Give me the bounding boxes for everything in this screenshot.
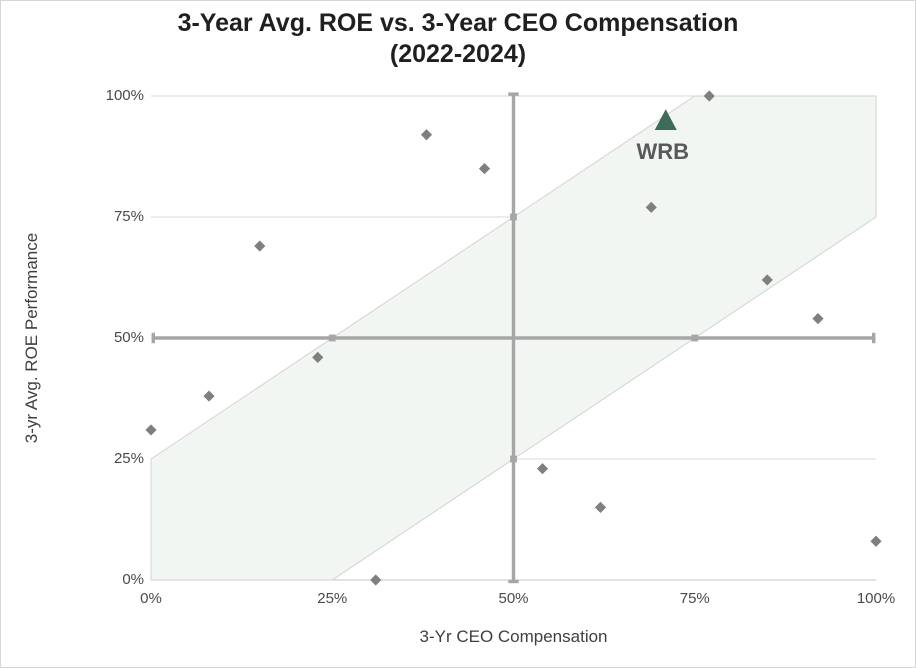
data-point-diamond: [312, 351, 324, 363]
data-point-diamond: [145, 424, 157, 436]
y-tick-label: 0%: [122, 571, 144, 588]
reference-line-cap: [508, 92, 519, 96]
data-point-diamond: [478, 163, 491, 175]
x-tick-label: 50%: [498, 590, 529, 607]
y-tick-label: 75%: [113, 208, 144, 225]
reference-line-tick: [510, 213, 517, 221]
x-tick-label: 75%: [679, 590, 710, 607]
reference-line-tick: [328, 334, 336, 342]
plot-area: WRB: [145, 90, 882, 586]
reference-line-cap: [872, 332, 876, 344]
y-tick-label: 25%: [113, 450, 144, 467]
data-point-diamond: [370, 574, 382, 586]
y-tick-label: 100%: [105, 87, 144, 104]
reference-line-tick: [691, 334, 699, 342]
data-point-triangle: [654, 109, 677, 130]
x-tick-label: 0%: [140, 590, 162, 607]
y-tick-label: 50%: [113, 329, 144, 346]
data-point-diamond: [870, 535, 882, 547]
data-point-diamond: [254, 240, 266, 252]
reference-line-cap: [151, 332, 155, 344]
data-point-diamond: [536, 463, 549, 475]
data-point-diamond: [812, 313, 824, 325]
x-tick-label: 25%: [317, 590, 348, 607]
chart-title: 3-Year Avg. ROE vs. 3-Year CEO Compensat…: [1, 8, 915, 70]
data-point-diamond: [203, 390, 215, 402]
chart-title-line1: 3-Year Avg. ROE vs. 3-Year CEO Compensat…: [177, 9, 739, 37]
data-point-label: WRB: [636, 139, 689, 164]
data-point-diamond: [420, 129, 433, 141]
data-point-diamond: [645, 201, 657, 213]
data-point-diamond: [594, 501, 607, 513]
x-tick-label: 100%: [856, 590, 896, 607]
x-axis-title: 3-Yr CEO Compensation: [419, 627, 608, 646]
reference-line-tick: [510, 455, 517, 463]
chart-title-line2: (2022-2024): [389, 40, 527, 68]
reference-line-cap: [508, 579, 519, 584]
